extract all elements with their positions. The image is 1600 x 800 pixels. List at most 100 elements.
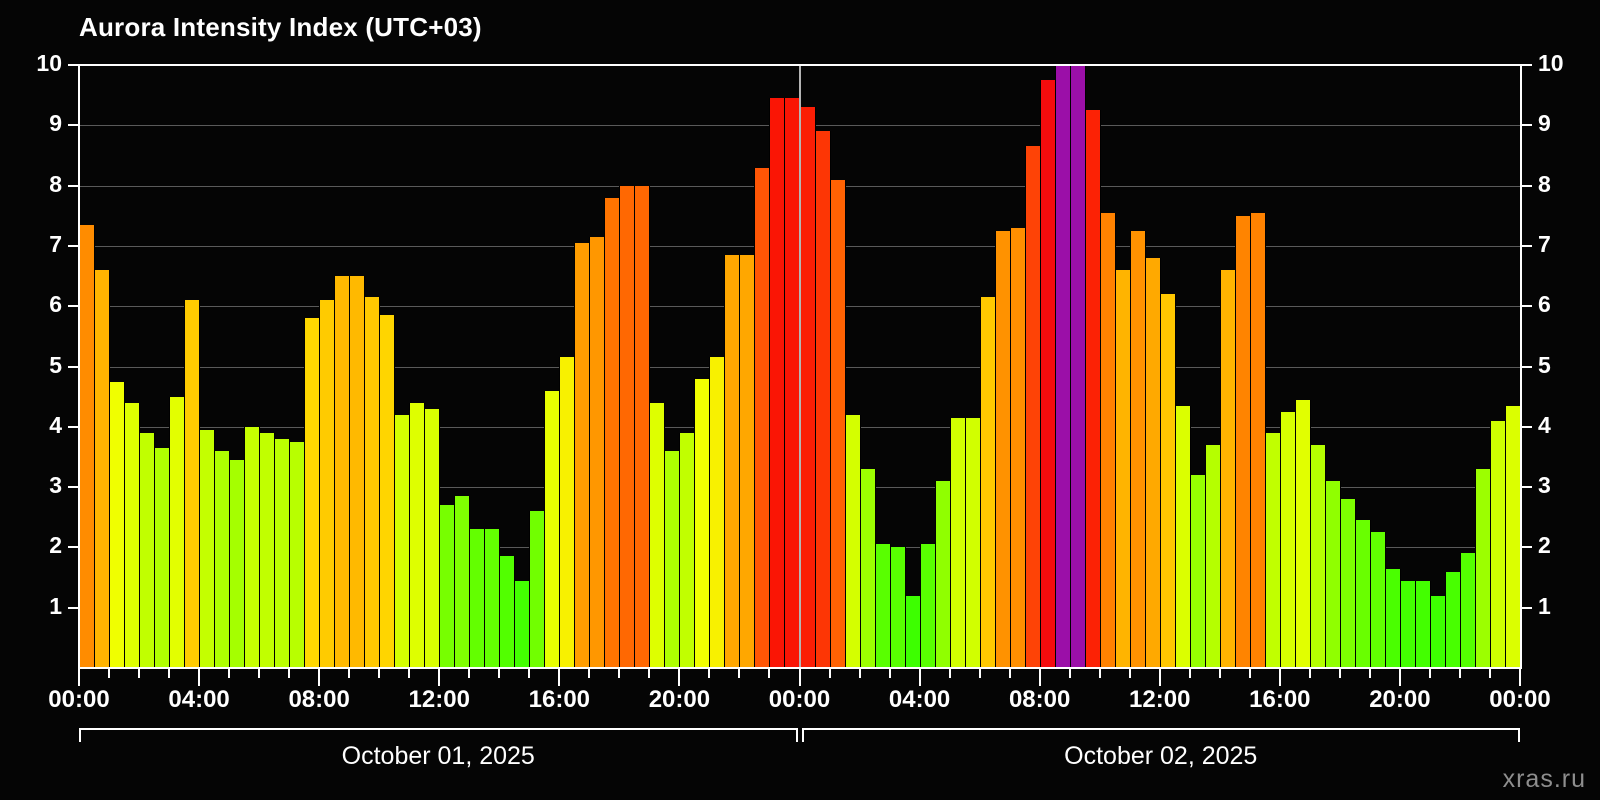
plot-frame-bottom [79,667,1522,669]
y-tick-left-5 [68,365,80,368]
bar [1489,420,1506,668]
bar [1054,65,1071,668]
x-tick-32h [1038,669,1041,686]
bar [409,402,426,668]
bar [1189,475,1206,668]
y-tick-left-10 [68,64,80,66]
bar [319,300,336,668]
watermark: xras.ru [1502,765,1586,793]
bar [439,505,456,668]
day-label-1: October 02, 2025 [1064,742,1258,770]
x-axis-label-2: 08:00 [288,686,350,713]
x-tick-7h [288,669,291,678]
bar [1219,270,1236,668]
x-tick-37h [1188,669,1191,678]
bar [214,450,231,668]
bar [619,185,636,668]
bar [979,297,996,668]
bar [1024,146,1041,668]
y-axis-label-left-4: 4 [49,411,62,438]
bar [604,197,621,668]
y-axis-label-left-6: 6 [49,291,62,318]
bar [259,432,276,668]
x-tick-0h [78,669,80,686]
x-tick-42h [1338,669,1341,678]
bar [1399,580,1416,668]
day-label-0: October 01, 2025 [341,742,535,770]
x-tick-44h [1398,669,1401,686]
x-tick-21h [708,669,711,678]
bar [874,544,891,668]
y-axis-label-right-2: 2 [1538,532,1551,559]
x-tick-3h [168,669,171,678]
day-bracket-cap-1-0 [801,728,804,742]
bar [769,98,786,668]
x-tick-39h [1248,669,1251,678]
y-axis-label-right-7: 7 [1538,230,1551,257]
bar [349,276,366,668]
bar [709,357,726,668]
bar [829,179,846,668]
x-tick-17h [588,669,591,678]
bar [694,378,711,668]
bar [469,529,486,668]
bar [484,529,501,668]
bar [1429,595,1446,668]
y-tick-right-5 [1520,365,1532,368]
y-axis-label-right-5: 5 [1538,351,1551,378]
x-axis-label-4: 16:00 [528,686,591,713]
bar [799,107,816,668]
bar [1384,568,1401,668]
page-title: Aurora Intensity Index (UTC+03) [79,12,482,42]
day-bracket-cap-0-0 [79,728,81,742]
y-tick-left-9 [68,124,80,127]
bar [199,429,216,668]
bar [514,580,531,668]
plot-frame-top [79,64,1522,66]
bar [949,417,966,668]
bar [184,300,201,668]
bar [1144,257,1161,668]
x-tick-14h [498,669,501,678]
bar [229,459,246,668]
x-tick-22h [738,669,741,678]
x-axis-label-0: 00:00 [48,686,110,713]
x-axis-label-7: 04:00 [888,686,951,713]
bar [739,254,756,668]
bar [289,441,306,668]
bar [139,432,156,668]
bar [1414,580,1431,668]
y-axis-label-left-2: 2 [49,532,62,559]
bar [1459,553,1476,668]
y-axis-label-right-6: 6 [1538,291,1551,318]
y-tick-right-8 [1520,184,1532,187]
bar [1264,432,1281,668]
x-tick-30h [978,669,981,678]
x-tick-35h [1128,669,1131,678]
bar [1474,469,1491,668]
bar [1159,294,1176,668]
bar [304,318,321,668]
x-axis-label-10: 16:00 [1249,686,1311,713]
bar [589,236,606,668]
x-tick-25h [828,669,831,678]
y-axis-label-left-1: 1 [49,592,62,619]
bar [1204,444,1221,668]
bar [1129,230,1146,668]
bar [559,357,576,668]
bar [334,276,351,668]
bar [679,432,696,668]
x-tick-26h [858,669,861,678]
bar [1309,444,1326,668]
x-tick-2h [138,669,141,678]
x-tick-38h [1218,669,1221,678]
x-tick-15h [528,669,531,678]
bar [154,447,171,668]
x-tick-41h [1308,669,1311,678]
y-tick-left-8 [68,184,80,187]
bar [1294,399,1311,668]
bar [724,254,741,668]
bar [889,547,906,668]
y-axis-label-right-4: 4 [1538,411,1551,438]
bar [274,438,291,668]
